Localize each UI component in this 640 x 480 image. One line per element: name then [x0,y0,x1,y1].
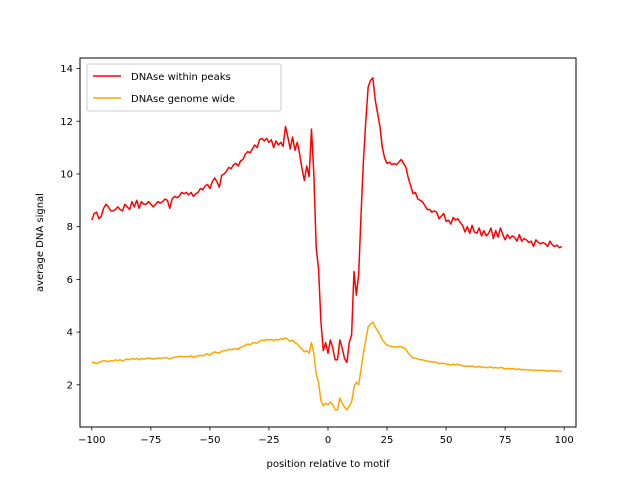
y-tick-label: 2 [67,380,73,391]
x-tick-label: −25 [258,435,279,446]
legend: DNAse within peaks DNAse genome wide [86,63,282,112]
x-tick-label: 75 [499,435,512,446]
y-tick-label: 14 [60,64,73,75]
y-axis-ticks: 2 4 6 8 10 12 14 [60,64,80,391]
series-line-dnase-within-peaks [91,77,563,364]
y-tick-label: 12 [60,117,73,128]
y-tick-label: 10 [60,169,73,180]
y-tick-label: 4 [67,328,73,339]
x-tick-label: −75 [140,435,161,446]
legend-box [86,63,282,112]
x-axis-label: position relative to motif [267,459,390,470]
x-tick-label: 50 [440,435,453,446]
x-tick-label: 25 [381,435,394,446]
x-tick-label: 0 [325,435,331,446]
x-tick-label: −100 [78,435,105,446]
x-axis-ticks: −100 −75 −50 −25 0 25 50 75 100 [78,427,574,446]
y-axis-label: average DNA signal [35,193,46,292]
y-tick-label: 8 [67,222,73,233]
legend-label-genome-wide: DNAse genome wide [131,94,235,105]
axes-frame [79,57,577,428]
x-tick-label: 100 [555,435,574,446]
plot-layer [91,77,563,411]
legend-label-within-peaks: DNAse within peaks [131,72,231,83]
x-tick-label: −50 [199,435,220,446]
y-tick-label: 6 [67,275,73,286]
series-line-dnase-genome-wide [91,321,562,411]
